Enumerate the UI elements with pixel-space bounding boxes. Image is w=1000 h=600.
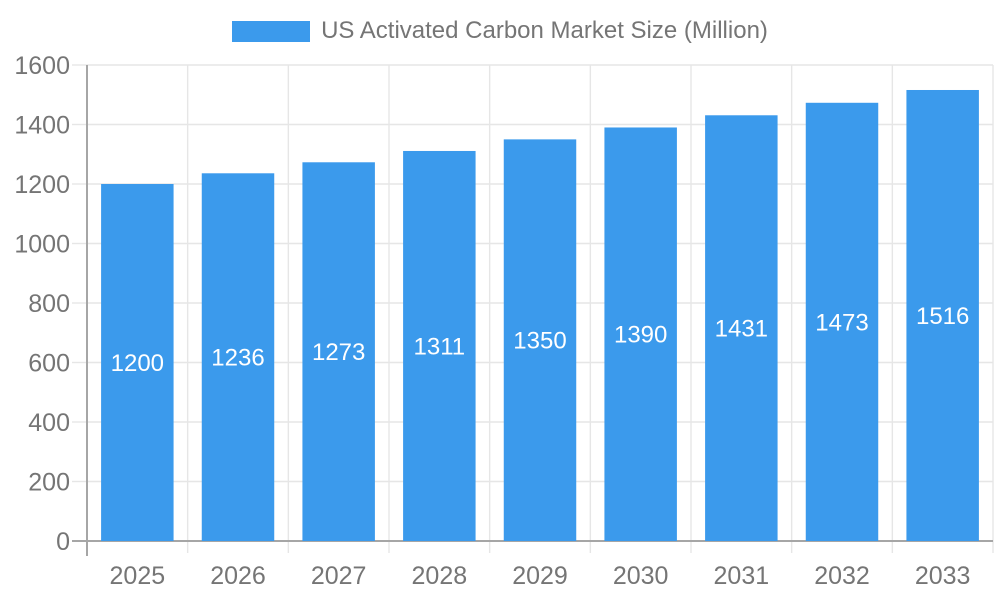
x-tick-label: 2032 — [814, 562, 870, 590]
bar-2028[interactable] — [403, 150, 476, 542]
bar-2031[interactable] — [705, 115, 778, 541]
legend-label: US Activated Carbon Market Size (Million… — [321, 17, 768, 44]
y-tick-label: 400 — [28, 409, 70, 437]
bar-value-label: 1516 — [916, 303, 969, 330]
bar-value-label: 1473 — [815, 309, 868, 336]
x-tick-label: 2028 — [412, 562, 468, 590]
bar-2032[interactable] — [805, 102, 879, 541]
bar-2033[interactable] — [906, 89, 979, 542]
y-tick-label: 0 — [56, 528, 70, 556]
y-tick-label: 1000 — [14, 230, 70, 258]
bar-2025[interactable] — [101, 184, 174, 541]
bar-value-label: 1431 — [715, 316, 768, 343]
y-tick-label: 1600 — [14, 52, 70, 80]
x-tick-label: 2031 — [714, 562, 770, 590]
bar-value-label: 1350 — [513, 328, 566, 355]
y-tick-label: 200 — [28, 468, 70, 496]
y-tick-label: 1400 — [14, 111, 70, 139]
bar-value-label: 1273 — [312, 339, 365, 366]
x-tick-label: 2027 — [311, 562, 367, 590]
x-tick-label: 2029 — [512, 562, 568, 590]
y-tick-label: 800 — [28, 290, 70, 318]
y-tick-label: 1200 — [14, 171, 70, 199]
legend-item[interactable]: US Activated Carbon Market Size (Million… — [0, 18, 1000, 44]
x-tick-label: 2026 — [210, 562, 266, 590]
bar-2030[interactable] — [604, 127, 677, 541]
bar-value-label: 1236 — [211, 345, 264, 372]
bar-value-label: 1311 — [414, 333, 466, 360]
bar-2026[interactable] — [201, 173, 275, 542]
bar-2029[interactable] — [503, 139, 577, 541]
y-tick-label: 600 — [28, 349, 70, 377]
x-tick-label: 2025 — [110, 562, 166, 590]
bar-value-label: 1390 — [614, 322, 667, 349]
x-tick-label: 2030 — [613, 562, 669, 590]
legend-swatch — [232, 20, 311, 42]
bar-2027[interactable] — [302, 162, 375, 541]
bar-value-label: 1200 — [111, 350, 164, 377]
x-tick-label: 2033 — [915, 562, 971, 590]
